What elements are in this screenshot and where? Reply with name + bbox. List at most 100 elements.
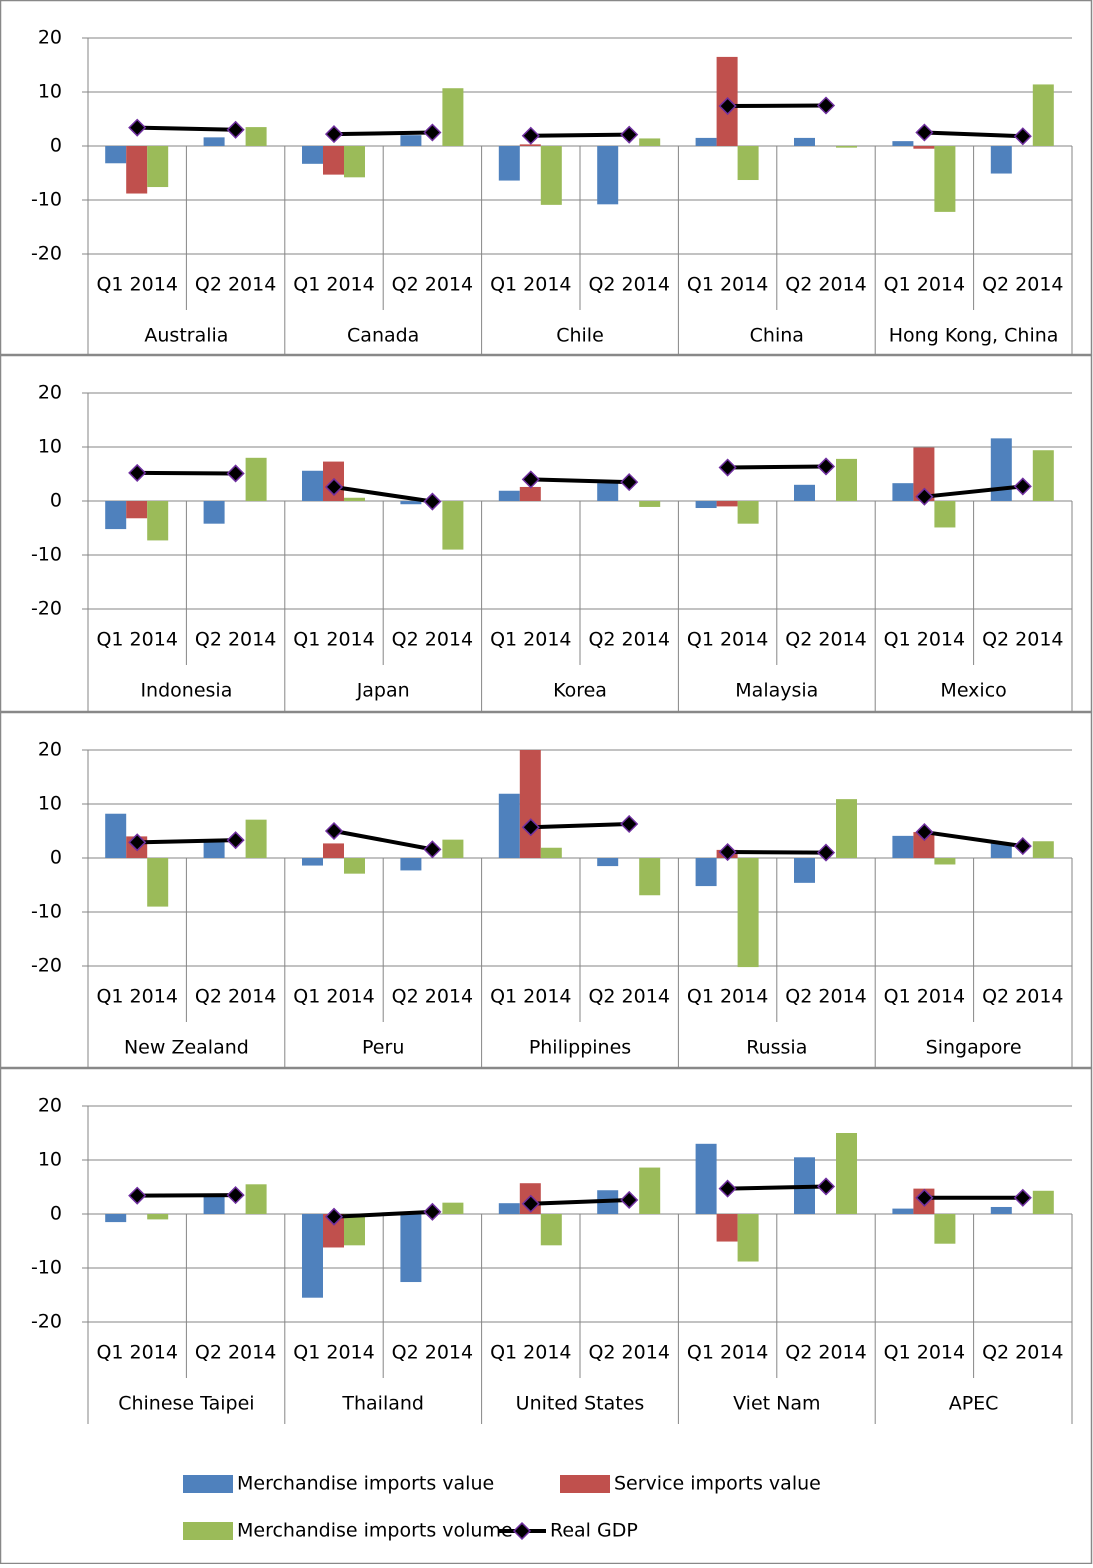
- group-label: Australia: [144, 325, 228, 347]
- y-tick-label: -20: [31, 243, 62, 265]
- bar: [344, 497, 365, 501]
- legend-label: Service imports value: [614, 1473, 821, 1495]
- marker: [521, 126, 540, 145]
- y-tick-label: 0: [50, 847, 62, 869]
- marker: [128, 118, 147, 137]
- marker: [816, 457, 836, 476]
- x-tick-label: Q2 2014: [785, 274, 866, 296]
- x-tick-label: Q1 2014: [687, 274, 768, 296]
- x-tick-label: Q2 2014: [982, 986, 1063, 1008]
- bar: [934, 501, 956, 528]
- bar: [245, 457, 267, 501]
- bar: [737, 1214, 759, 1262]
- bar: [203, 1195, 225, 1214]
- marker: [1013, 477, 1032, 496]
- bar: [498, 146, 520, 181]
- y-tick-label: -20: [31, 598, 62, 620]
- x-tick-label: Q2 2014: [392, 629, 473, 651]
- x-tick-label: Q1 2014: [293, 274, 374, 296]
- legend-swatch: [183, 1522, 233, 1540]
- y-tick-label: -10: [31, 1257, 62, 1279]
- marker: [620, 814, 639, 834]
- x-tick-label: Q1 2014: [687, 986, 768, 1008]
- x-tick-label: Q2 2014: [785, 986, 866, 1008]
- bar: [498, 1203, 520, 1214]
- bar: [597, 146, 619, 205]
- bar: [323, 1214, 344, 1248]
- panel-frame: [0, 0, 1093, 356]
- bar: [519, 486, 541, 501]
- bar: [836, 458, 857, 501]
- bar: [540, 1214, 562, 1246]
- group-label: Chinese Taipei: [118, 1393, 254, 1415]
- marker: [423, 492, 442, 511]
- panel-frame: [0, 711, 1093, 1069]
- marker: [915, 487, 934, 506]
- bar: [442, 501, 464, 550]
- bar: [1032, 1190, 1054, 1214]
- bar: [639, 138, 661, 146]
- x-tick-label: Q2 2014: [195, 986, 276, 1008]
- bar: [913, 832, 935, 858]
- bar: [126, 146, 148, 194]
- bar: [794, 858, 815, 883]
- bar: [245, 127, 267, 146]
- y-tick-label: 0: [50, 490, 62, 512]
- bar: [597, 483, 619, 501]
- x-tick-label: Q1 2014: [884, 986, 965, 1008]
- y-tick-label: 20: [38, 27, 62, 49]
- bar: [934, 1214, 956, 1244]
- x-tick-label: Q1 2014: [96, 986, 177, 1008]
- bar: [836, 1133, 857, 1214]
- y-tick-label: 20: [38, 382, 62, 404]
- bar: [302, 470, 323, 501]
- line: [727, 103, 827, 109]
- x-tick-label: Q2 2014: [392, 986, 473, 1008]
- bar: [695, 501, 717, 509]
- bar: [498, 490, 520, 501]
- marker: [816, 96, 836, 115]
- bar: [716, 501, 738, 507]
- bar: [836, 799, 857, 858]
- line: [333, 1209, 433, 1219]
- bar: [302, 858, 323, 866]
- y-tick-label: -20: [31, 1311, 62, 1333]
- x-tick-label: Q2 2014: [588, 274, 669, 296]
- group-label: China: [750, 325, 804, 347]
- marker: [423, 1202, 442, 1221]
- bar: [203, 839, 225, 858]
- group-label: Korea: [553, 680, 607, 702]
- legend-marker: [512, 1521, 532, 1541]
- y-tick-label: 0: [50, 135, 62, 157]
- y-tick-label: -10: [31, 189, 62, 211]
- x-tick-label: Q1 2014: [490, 986, 571, 1008]
- marker: [324, 821, 344, 841]
- x-tick-label: Q1 2014: [293, 986, 374, 1008]
- bar: [695, 1143, 717, 1214]
- bar: [540, 146, 562, 205]
- bar: [323, 843, 344, 858]
- marker: [1013, 837, 1032, 856]
- bar: [245, 1184, 267, 1214]
- legend-label: Merchandise imports value: [237, 1473, 494, 1495]
- y-tick-label: 20: [38, 1095, 62, 1117]
- marker: [718, 1179, 737, 1198]
- y-tick-label: -10: [31, 544, 62, 566]
- bar: [1032, 450, 1054, 501]
- marker: [128, 1186, 147, 1205]
- bar: [540, 847, 562, 858]
- group-label: Singapore: [926, 1037, 1022, 1059]
- bar: [892, 1208, 914, 1214]
- line: [727, 464, 827, 470]
- x-tick-label: Q1 2014: [490, 629, 571, 651]
- bar: [344, 1214, 365, 1246]
- bar: [400, 858, 422, 871]
- marker: [620, 473, 639, 492]
- x-tick-label: Q2 2014: [785, 629, 866, 651]
- marker: [423, 840, 442, 859]
- x-tick-label: Q2 2014: [588, 986, 669, 1008]
- group-label: New Zealand: [124, 1037, 249, 1059]
- bar: [695, 137, 717, 146]
- bar: [519, 144, 541, 146]
- bar: [400, 501, 422, 505]
